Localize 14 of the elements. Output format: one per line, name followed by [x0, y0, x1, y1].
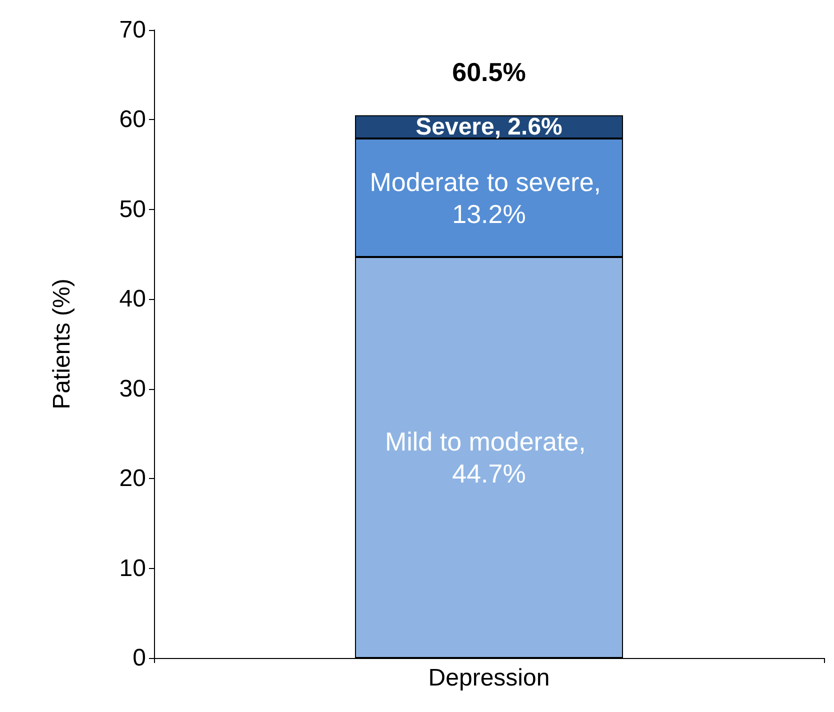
y-tick-label: 70	[119, 16, 146, 44]
y-tick-label: 10	[119, 554, 146, 582]
x-tick-label: Depression	[428, 664, 550, 692]
data-label: Severe, 2.6%	[416, 113, 562, 140]
y-tick-label: 50	[119, 196, 146, 223]
data-label: Mild to moderate, 44.7%	[384, 426, 594, 488]
data-label: Moderate to severe, 13.2%	[370, 166, 608, 229]
y-tick-label: 40	[119, 286, 146, 313]
y-axis-title: Patients (%)	[48, 278, 76, 410]
y-tick-label: 0	[132, 644, 146, 672]
y-tick-label: 20	[119, 465, 146, 492]
total-label: 60.5%	[452, 57, 526, 88]
y-tick-label: 30	[119, 375, 146, 402]
y-tick-label: 60	[119, 106, 146, 134]
